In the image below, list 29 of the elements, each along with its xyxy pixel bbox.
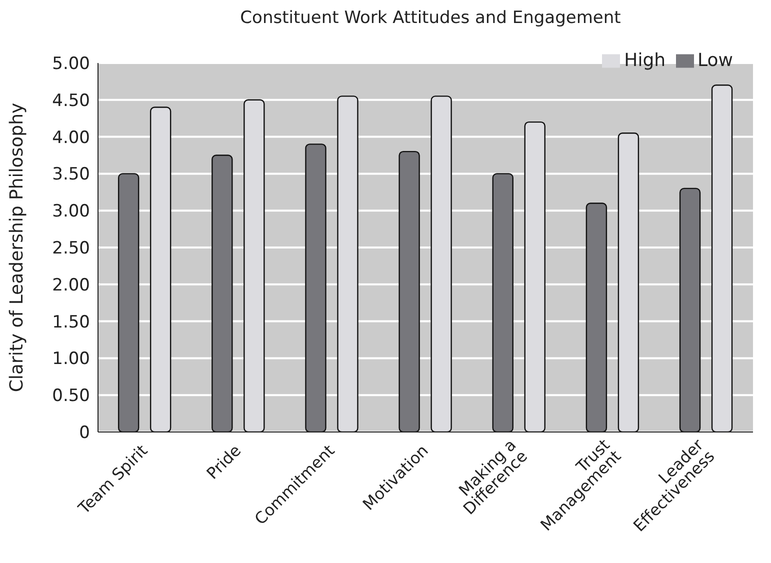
- bar: [212, 154, 233, 432]
- bar: [586, 202, 608, 432]
- y-tick-label: 1.50: [52, 312, 90, 332]
- y-tick-label: 3.00: [52, 202, 90, 222]
- y-tick-label: 4.50: [52, 90, 90, 111]
- y-tick-label: 5.00: [52, 54, 90, 74]
- bar: [430, 96, 452, 432]
- bar: [492, 173, 514, 432]
- bar: [305, 144, 326, 432]
- y-tick-label: 3.50: [52, 164, 90, 185]
- bar: [618, 132, 640, 432]
- legend-label: Low: [698, 50, 733, 71]
- y-tick-label: 0.50: [52, 386, 90, 406]
- bar: [524, 121, 546, 432]
- bar: [679, 188, 701, 432]
- bar: [398, 150, 420, 432]
- bar: [244, 99, 265, 432]
- bar: [118, 173, 140, 432]
- y-tick-label: 2.50: [52, 238, 90, 259]
- bar: [150, 106, 172, 432]
- y-tick-label: 1.00: [52, 349, 90, 370]
- y-tick-label: 2.00: [52, 275, 90, 296]
- y-axis-title: Clarity of Leadership Philosophy: [6, 102, 28, 392]
- bar: [711, 84, 733, 432]
- bar: [337, 96, 358, 432]
- y-tick-label: 4.00: [52, 128, 90, 148]
- chart-title: Constituent Work Attitudes and Engagement: [239, 8, 622, 30]
- y-tick-label: 0: [79, 423, 90, 444]
- legend-label: High: [624, 50, 666, 71]
